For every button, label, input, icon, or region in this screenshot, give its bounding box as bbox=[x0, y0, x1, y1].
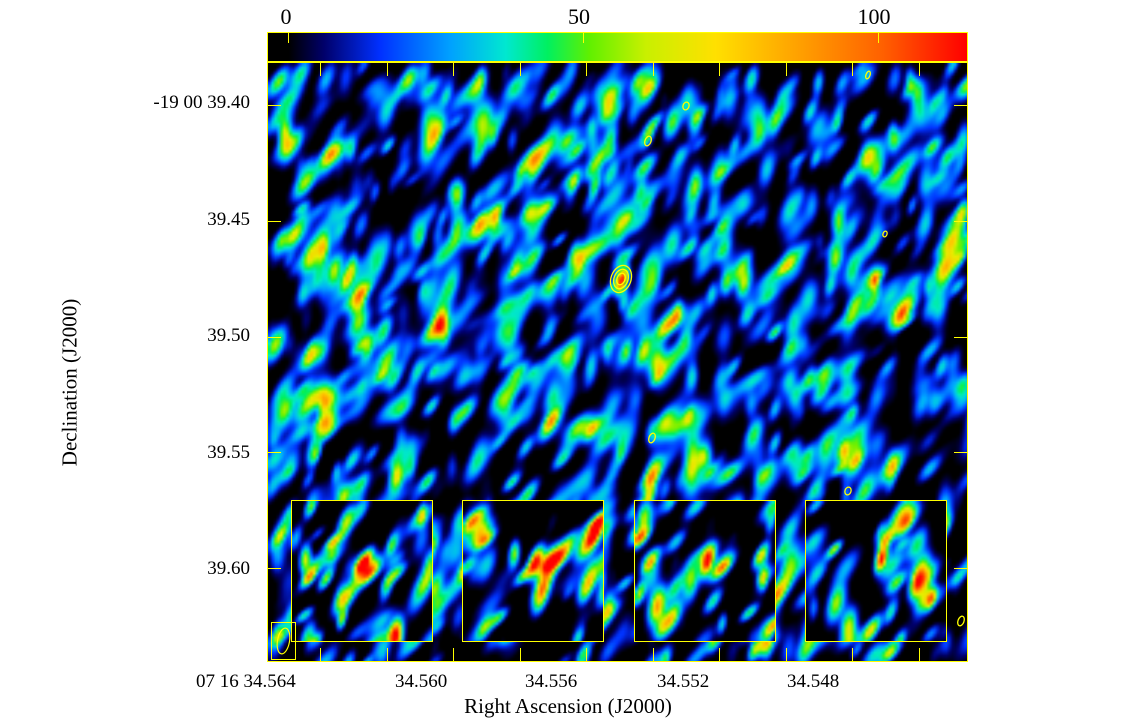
x-tick-top bbox=[785, 63, 787, 76]
y-tick-label: 39.60 bbox=[207, 558, 250, 579]
x-tick-top bbox=[586, 63, 587, 76]
contour-line bbox=[957, 615, 965, 627]
x-tick-top bbox=[320, 63, 321, 76]
x-tick-top bbox=[918, 63, 920, 76]
x-tick-bottom bbox=[386, 648, 388, 661]
inset-panel-1 bbox=[291, 500, 433, 642]
inset-map bbox=[463, 501, 603, 641]
inset-map bbox=[292, 501, 432, 641]
colorbar-tick-label: 0 bbox=[280, 4, 292, 29]
colorbar-tick-label: 100 bbox=[857, 4, 891, 29]
contour-line bbox=[648, 432, 656, 444]
y-tick-right bbox=[954, 104, 967, 106]
x-tick-top bbox=[719, 63, 720, 76]
x-tick-top bbox=[386, 63, 388, 76]
y-tick-right bbox=[954, 220, 967, 222]
y-tick-label: 39.45 bbox=[207, 209, 250, 230]
contour-line bbox=[616, 272, 626, 286]
contour-line bbox=[644, 135, 652, 147]
contour-line bbox=[882, 230, 888, 238]
x-tick-bottom bbox=[320, 648, 321, 661]
contour-overlay bbox=[609, 70, 965, 627]
y-tick-right bbox=[954, 336, 967, 338]
beam-box bbox=[271, 622, 296, 660]
x-tick-bottom bbox=[785, 648, 787, 661]
inset-map bbox=[635, 501, 775, 641]
x-tick-bottom bbox=[719, 648, 720, 661]
inset-panel-2 bbox=[462, 500, 604, 642]
colorbar-tick-label: 50 bbox=[568, 4, 590, 29]
y-tick-right bbox=[954, 452, 967, 454]
image-plot-area bbox=[267, 62, 968, 662]
y-axis-title: Declination (J2000) bbox=[57, 298, 82, 467]
colorbar bbox=[267, 32, 968, 62]
x-tick-bottom bbox=[918, 648, 920, 661]
contour-line bbox=[609, 264, 633, 294]
y-tick-left bbox=[268, 452, 281, 454]
y-tick-left bbox=[268, 568, 281, 570]
y-tick-left bbox=[268, 220, 281, 222]
contour-line bbox=[612, 268, 630, 290]
contour-line bbox=[844, 486, 852, 496]
x-tick-label: 34.552 bbox=[657, 671, 710, 692]
x-tick-top bbox=[453, 63, 454, 76]
inset-panel-3 bbox=[634, 500, 776, 642]
x-tick-bottom bbox=[586, 648, 587, 661]
x-axis-title: Right Ascension (J2000) bbox=[464, 694, 672, 718]
x-tick-top bbox=[519, 63, 521, 76]
x-tick-label: 34.556 bbox=[525, 671, 578, 692]
inset-map bbox=[806, 501, 946, 641]
colorbar-tick bbox=[583, 33, 585, 43]
x-tick-label: 07 16 34.564 bbox=[196, 671, 296, 692]
y-tick-left bbox=[268, 104, 281, 106]
x-tick-bottom bbox=[852, 648, 853, 661]
x-tick-bottom bbox=[453, 648, 454, 661]
x-tick-bottom bbox=[519, 648, 521, 661]
colorbar-tick bbox=[288, 33, 290, 43]
contour-line bbox=[865, 70, 871, 80]
x-tick-bottom bbox=[652, 648, 654, 661]
colorbar-tick bbox=[878, 33, 880, 43]
y-tick-label: -19 00 39.40 bbox=[153, 92, 250, 113]
y-tick-label: 39.50 bbox=[207, 325, 250, 346]
inset-panel-4 bbox=[805, 500, 947, 642]
x-tick-top bbox=[852, 63, 853, 76]
y-tick-label: 39.55 bbox=[207, 442, 250, 463]
x-tick-top bbox=[652, 63, 654, 76]
x-tick-label: 34.548 bbox=[787, 671, 840, 692]
y-tick-right bbox=[954, 568, 967, 570]
x-tick-label: 34.560 bbox=[395, 671, 448, 692]
beam-ellipse-icon bbox=[276, 627, 291, 655]
contour-line bbox=[682, 101, 690, 111]
y-tick-left bbox=[268, 336, 281, 338]
